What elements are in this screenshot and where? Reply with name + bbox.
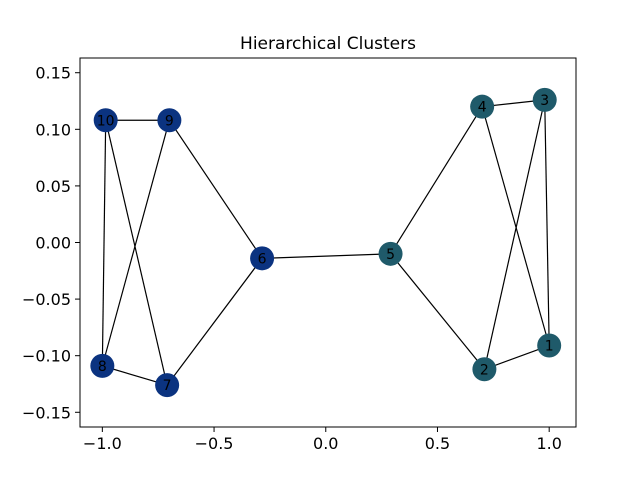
edge-5-4	[390, 106, 483, 255]
node-label-3: 3	[540, 93, 549, 109]
node-marker-8	[90, 353, 115, 378]
edge-10-8	[101, 120, 107, 366]
edge-6-5	[262, 253, 391, 259]
node-label-7: 7	[163, 378, 172, 394]
node-marker-6	[250, 246, 275, 271]
node-marker-10	[93, 108, 118, 133]
y-tick-label: 0.10	[35, 120, 71, 139]
y-tick-label: −0.05	[22, 290, 71, 309]
node-label-9: 9	[165, 113, 174, 129]
node-1: 1	[537, 333, 562, 358]
x-axis: −1.0 −0.5 0.0 0.5 1.0	[83, 427, 562, 453]
node-marker-1	[537, 333, 562, 358]
node-7: 7	[155, 373, 180, 398]
edge-9-6	[168, 119, 263, 259]
x-tick-label: 0.0	[313, 434, 338, 453]
node-marker-4	[470, 94, 495, 119]
x-tick-label: 1.0	[536, 434, 561, 453]
edge-5-2	[390, 253, 485, 370]
y-tick-label: 0.05	[35, 177, 71, 196]
node-label-6: 6	[258, 251, 267, 267]
x-tick-label: 0.5	[425, 434, 450, 453]
edge-7-6	[166, 257, 263, 386]
x-tick-label: −1.0	[83, 434, 122, 453]
node-marker-5	[378, 241, 403, 266]
edge-3-1	[544, 99, 550, 346]
node-label-10: 10	[97, 113, 115, 129]
node-label-2: 2	[480, 362, 489, 378]
x-tick-label: −0.5	[195, 434, 234, 453]
node-label-4: 4	[478, 100, 487, 116]
node-9: 9	[157, 108, 182, 133]
edge-9-8	[101, 120, 170, 367]
node-marker-2	[472, 357, 497, 382]
node-marker-3	[532, 87, 557, 112]
y-tick-label: 0.15	[35, 64, 71, 83]
nodes-layer: 1 2 3 4 5 6 7 8 9 10	[90, 87, 562, 398]
node-2: 2	[472, 357, 497, 382]
node-label-5: 5	[386, 247, 395, 263]
node-10: 10	[93, 108, 118, 133]
node-4: 4	[470, 94, 495, 119]
node-label-8: 8	[98, 359, 107, 375]
y-tick-label: 0.00	[35, 234, 71, 253]
node-5: 5	[378, 241, 403, 266]
edge-3-2	[483, 99, 546, 370]
node-6: 6	[250, 246, 275, 271]
node-label-1: 1	[545, 339, 554, 355]
edge-4-1	[481, 106, 550, 346]
node-marker-7	[155, 373, 180, 398]
y-tick-label: −0.10	[22, 347, 71, 366]
node-marker-9	[157, 108, 182, 133]
y-axis: −0.15 −0.10 −0.05 0.00 0.05 0.10 0.15	[22, 64, 80, 422]
node-8: 8	[90, 353, 115, 378]
node-3: 3	[532, 87, 557, 112]
edge-10-7	[105, 120, 168, 386]
chart-title: Hierarchical Clusters	[240, 34, 416, 54]
y-tick-label: −0.15	[22, 403, 71, 422]
